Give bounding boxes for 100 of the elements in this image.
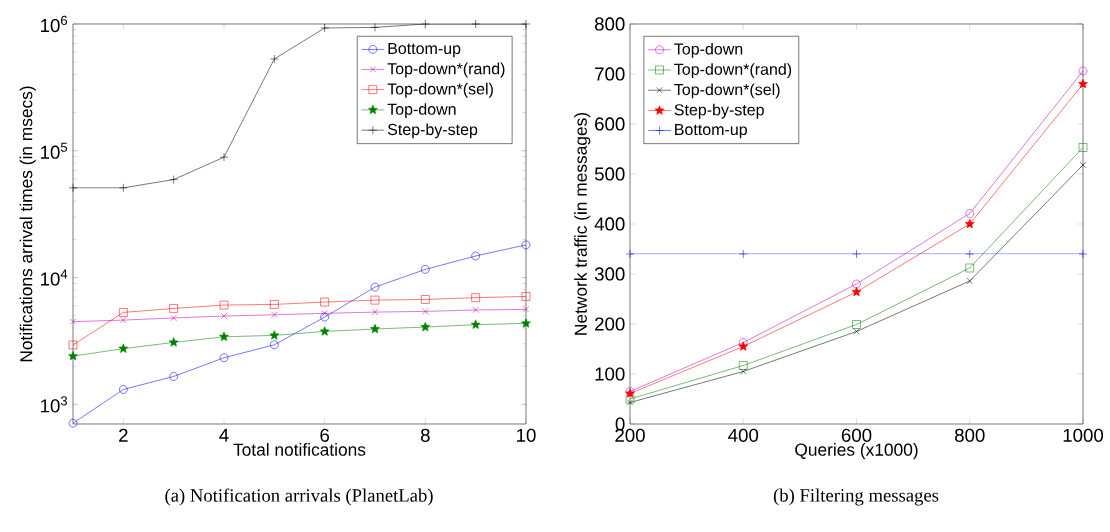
x-tick-label: 6 <box>320 428 330 442</box>
point <box>738 361 748 370</box>
point <box>738 341 749 351</box>
x-axis-title: Total notifications <box>233 443 366 456</box>
point <box>269 330 280 340</box>
point <box>270 300 279 309</box>
point <box>1078 78 1088 89</box>
point <box>421 19 430 29</box>
point <box>521 240 531 250</box>
point <box>69 318 77 325</box>
point <box>470 319 481 329</box>
x-tick-label: 400 <box>728 428 759 442</box>
point <box>738 249 748 259</box>
point <box>270 340 279 350</box>
point <box>220 312 228 320</box>
point <box>521 292 531 301</box>
point <box>421 295 430 304</box>
point <box>964 218 975 229</box>
y-tick-label: 10$^{4}$ <box>41 269 68 286</box>
point <box>169 175 178 184</box>
point <box>68 418 78 428</box>
point <box>370 23 380 32</box>
text: (a) Notification arrivals (PlanetLab) <box>165 488 433 506</box>
point <box>471 251 480 261</box>
point <box>169 304 178 313</box>
legend-label: Top-down*(rand) <box>674 63 792 79</box>
x-axis-title: Queries (x1000) <box>795 443 918 460</box>
point <box>471 293 480 302</box>
point <box>370 282 380 292</box>
legend-label: Top-down*(sel) <box>674 83 780 99</box>
point <box>1078 143 1088 152</box>
point <box>170 314 177 322</box>
point <box>219 331 229 341</box>
x-tick-label: 1000 <box>1063 428 1104 442</box>
point <box>625 394 635 404</box>
point <box>168 337 179 347</box>
x-tick-label: 4 <box>219 428 229 442</box>
point <box>1078 66 1088 76</box>
point <box>219 353 229 363</box>
point <box>119 385 128 394</box>
point <box>320 312 329 322</box>
point <box>169 372 178 381</box>
legend-label: Top-down*(rand) <box>387 62 505 78</box>
point <box>421 265 430 274</box>
y-tick-label: 100 <box>595 367 625 381</box>
point <box>740 368 747 375</box>
point <box>851 286 862 297</box>
point <box>119 308 128 317</box>
y-tick-label: 10$^{3}$ <box>41 396 68 413</box>
x-tick-label: 10 <box>517 428 536 442</box>
x-tick-label: 800 <box>955 428 985 442</box>
legend-label: Top-down*(sel) <box>387 82 493 98</box>
y-axis-title: Notifications arrival times (in msecs) <box>19 86 36 362</box>
point <box>118 343 129 353</box>
legend-label: Top-down <box>674 42 743 58</box>
point <box>319 326 330 336</box>
point <box>422 308 429 315</box>
point <box>219 152 229 162</box>
legend-label: Bottom-up <box>388 42 461 58</box>
point <box>68 340 78 350</box>
legend-label: Top-down <box>387 103 456 119</box>
y-tick-label: 400 <box>594 217 625 231</box>
point <box>965 263 975 273</box>
point <box>270 54 279 64</box>
point <box>68 183 78 193</box>
point <box>1078 249 1088 259</box>
point <box>119 183 128 193</box>
x-tick-label: 600 <box>841 428 872 442</box>
point <box>471 19 480 29</box>
point <box>965 209 975 218</box>
point <box>521 318 531 328</box>
y-tick-label: 300 <box>594 267 625 281</box>
point <box>966 277 973 285</box>
point <box>120 316 127 324</box>
point <box>370 295 380 305</box>
point <box>420 321 431 332</box>
point <box>625 249 635 259</box>
point <box>965 249 975 259</box>
point <box>320 297 329 307</box>
point <box>371 309 379 316</box>
y-tick-label: 10$^{5}$ <box>41 142 68 159</box>
point <box>472 306 479 314</box>
point <box>321 310 328 317</box>
point <box>320 23 329 33</box>
point <box>626 399 634 406</box>
point <box>370 323 380 334</box>
x-tick-label: 2 <box>119 428 128 442</box>
legend-label: Step-by-step <box>674 103 764 119</box>
point <box>522 306 530 313</box>
point <box>521 19 531 29</box>
y-tick-label: 600 <box>595 117 625 131</box>
legend-label: Step-by-step <box>387 123 478 139</box>
point <box>852 279 861 289</box>
y-tick-label: 800 <box>594 17 625 31</box>
point <box>219 300 229 310</box>
y-tick-label: 10$^{6}$ <box>41 15 68 33</box>
y-tick-label: 500 <box>594 167 625 181</box>
legend-label: Bottom-up <box>675 123 747 139</box>
y-axis-title: Network traffic (in messages) <box>574 113 591 335</box>
point <box>271 311 278 318</box>
